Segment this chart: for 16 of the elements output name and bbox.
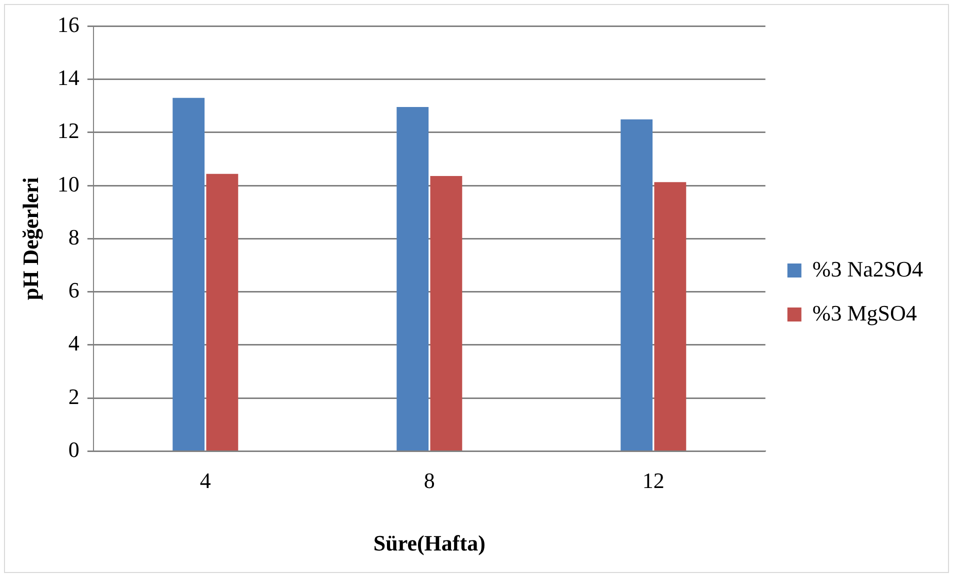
x-axis-title: Süre(Hafta) xyxy=(373,530,486,556)
x-tick-label: 8 xyxy=(424,468,435,494)
y-tick-label: 10 xyxy=(57,171,80,196)
y-axis-title: pH Değerleri xyxy=(18,177,43,300)
y-tick-label: 4 xyxy=(68,330,80,356)
y-tick-label: 12 xyxy=(57,118,80,144)
y-tick-label: 2 xyxy=(68,384,80,409)
y-tick-label: 16 xyxy=(57,12,80,37)
y-tick-label: 6 xyxy=(68,278,80,303)
y-tick-label: 8 xyxy=(68,224,80,250)
y-tick-label: 14 xyxy=(57,65,80,90)
x-tick-label: 4 xyxy=(200,468,211,494)
legend-label: %3 MgSO4 xyxy=(812,300,917,326)
x-tick-label: 12 xyxy=(642,468,664,494)
y-tick-label: 0 xyxy=(68,436,80,462)
legend-label: %3 Na2SO4 xyxy=(812,256,924,282)
